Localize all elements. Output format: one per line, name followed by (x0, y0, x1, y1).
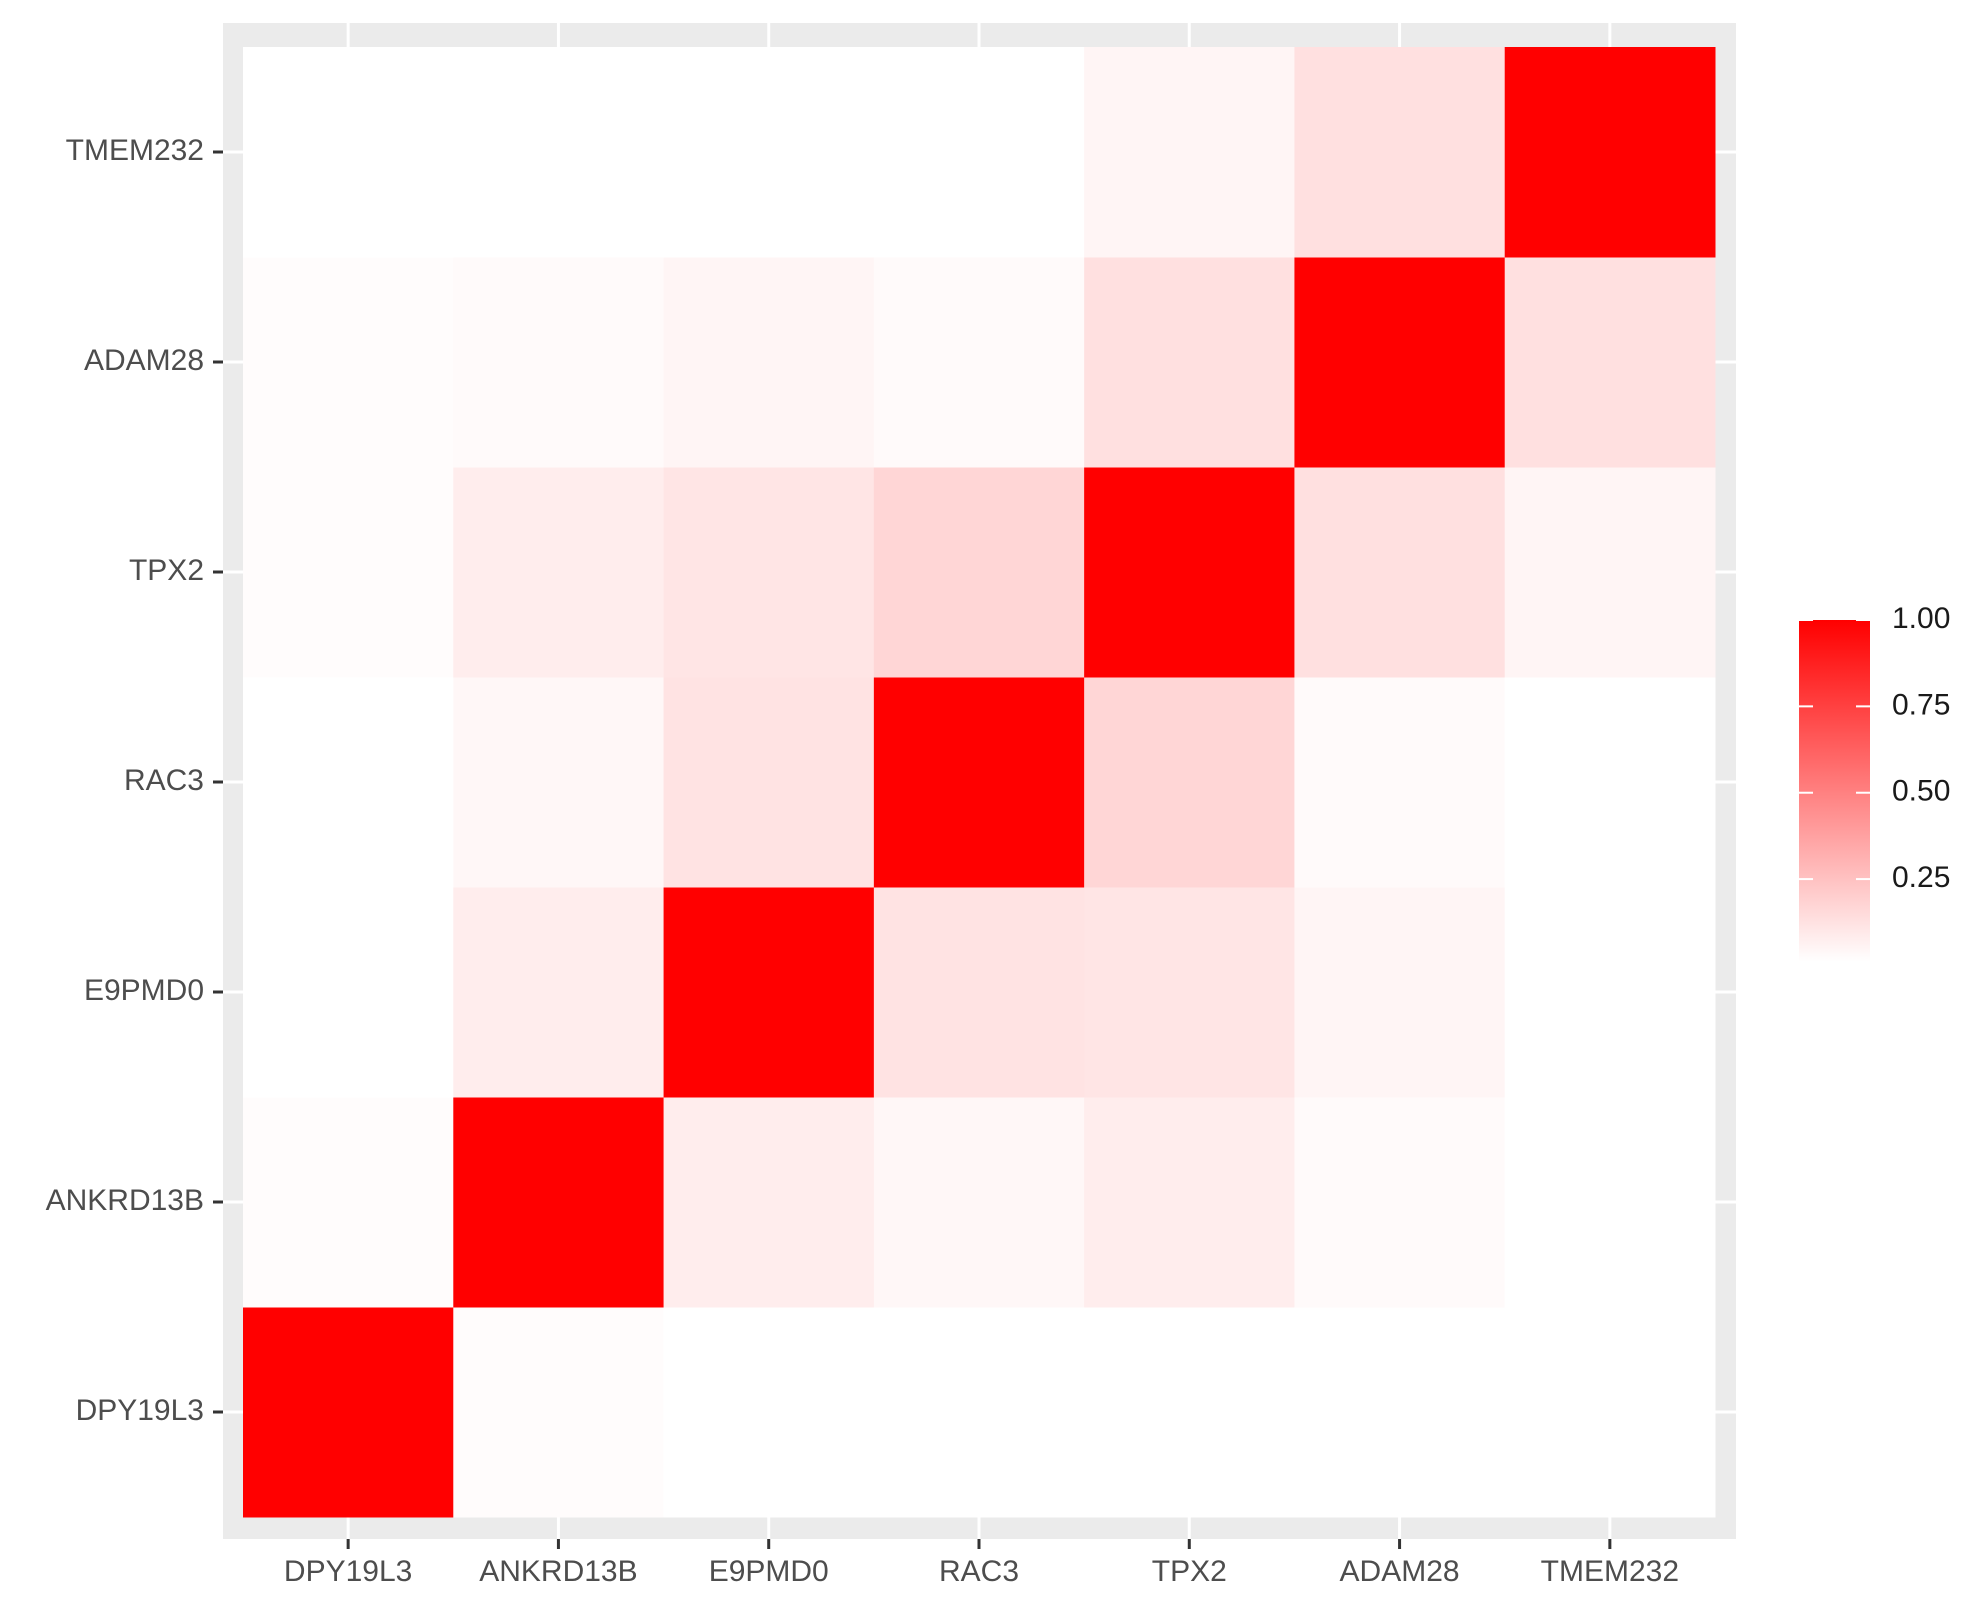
heatmap-cell (453, 47, 665, 258)
heatmap-cell (453, 887, 665, 1098)
heatmap-cell (1504, 677, 1716, 888)
colorbar (1799, 620, 1870, 962)
heatmap-cell (243, 887, 454, 1098)
heatmap-cell (1084, 257, 1295, 468)
heatmap-cell (663, 677, 875, 888)
y-tick-label: ANKRD13B (46, 1184, 204, 1217)
heatmap-cell (243, 47, 454, 258)
heatmap-cell (1294, 887, 1506, 1098)
heatmap-cell (1084, 1307, 1295, 1518)
heatmap-cell (873, 887, 1085, 1098)
heatmap-cell (1294, 47, 1506, 258)
colorbar-tick-label: 0.25 (1892, 861, 1950, 894)
y-tick-label: ADAM28 (84, 344, 204, 377)
heatmap-cell (453, 677, 665, 888)
heatmap-cell (663, 257, 875, 468)
x-tick-label: ANKRD13B (479, 1555, 637, 1588)
colorbar-tick-label: 0.50 (1892, 775, 1950, 808)
heatmap-cell (1504, 1307, 1716, 1518)
colorbar-tick-label: 1.00 (1892, 602, 1950, 635)
heatmap-cell (1084, 887, 1295, 1098)
heatmap-cell (663, 47, 875, 258)
heatmap-cell (663, 467, 875, 678)
heatmap-cell (873, 1097, 1085, 1308)
heatmap-cell (1294, 677, 1506, 888)
y-tick-label: DPY19L3 (76, 1394, 204, 1427)
heatmap-cell (1504, 1097, 1716, 1308)
heatmap-cell (243, 467, 454, 678)
x-tick-label: TPX2 (1152, 1555, 1227, 1588)
heatmap-cell (243, 1097, 454, 1308)
heatmap-cell (243, 257, 454, 468)
heatmap-cell (1504, 887, 1716, 1098)
heatmap-cell (663, 1307, 875, 1518)
heatmap-cell (1504, 467, 1716, 678)
heatmap-cell (1504, 47, 1716, 258)
heatmap-cell (1084, 677, 1295, 888)
heatmap-cell (1084, 47, 1295, 258)
heatmap-cell (873, 47, 1085, 258)
colorbar-tick-label: 0.75 (1892, 688, 1950, 721)
heatmap-cell (873, 1307, 1085, 1518)
heatmap-cell (453, 1097, 665, 1308)
heatmap-cell (1504, 257, 1716, 468)
heatmap-cell (1294, 467, 1506, 678)
heatmap-cell (873, 467, 1085, 678)
heatmap-cell (663, 887, 875, 1098)
x-tick-label: DPY19L3 (284, 1555, 412, 1588)
heatmap-cell (243, 677, 454, 888)
heatmap-cell (453, 257, 665, 468)
heatmap-cell (663, 1097, 875, 1308)
heatmap-cell (1084, 467, 1295, 678)
heatmap-cell (1294, 257, 1506, 468)
x-tick-label: ADAM28 (1340, 1555, 1460, 1588)
y-tick-label: TMEM232 (66, 134, 204, 167)
heatmap-cell (1294, 1307, 1506, 1518)
heatmap-cell (453, 467, 665, 678)
x-tick-label: TMEM232 (1541, 1555, 1679, 1588)
x-tick-label: RAC3 (939, 1555, 1019, 1588)
x-tick-label: E9PMD0 (709, 1555, 829, 1588)
y-tick-label: E9PMD0 (84, 974, 204, 1007)
heatmap-cell (243, 1307, 454, 1518)
heatmap-cell (1294, 1097, 1506, 1308)
heatmap-cell (873, 257, 1085, 468)
y-tick-label: TPX2 (129, 554, 204, 587)
heatmap-cell (873, 677, 1085, 888)
y-tick-label: RAC3 (124, 764, 204, 797)
heatmap-cell (1084, 1097, 1295, 1308)
heatmap-cell (453, 1307, 665, 1518)
